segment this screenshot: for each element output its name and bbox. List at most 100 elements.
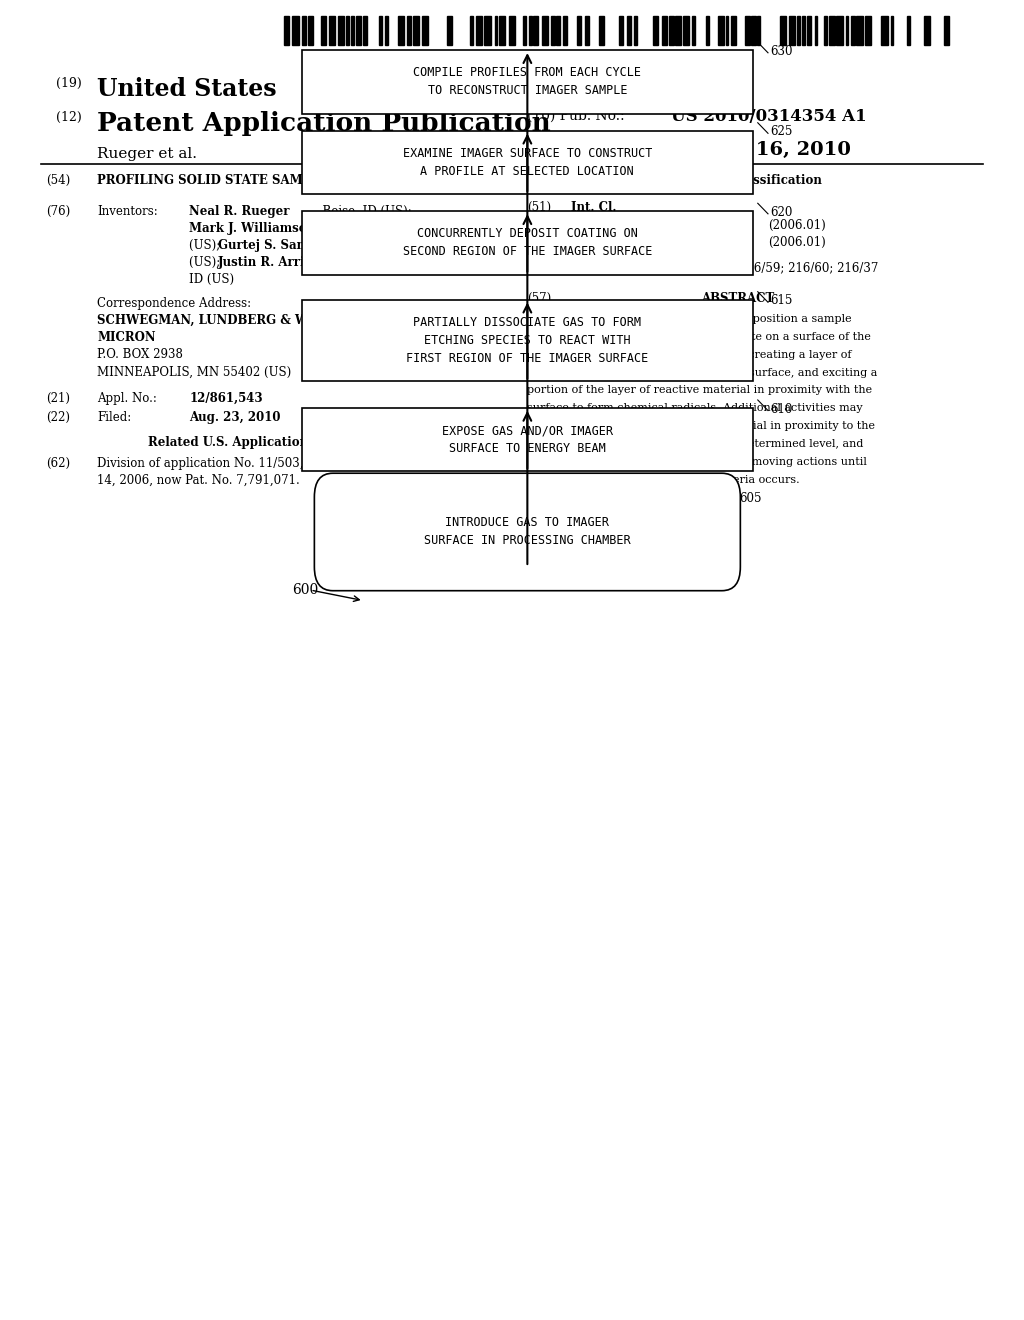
Bar (542, 16, 549, 45)
Text: 605: 605 (739, 492, 762, 504)
Text: (10) Pub. No.:: (10) Pub. No.: (527, 108, 625, 123)
Bar (675, 16, 681, 45)
Bar (356, 16, 360, 45)
Text: B05D 3/10: B05D 3/10 (571, 236, 635, 249)
Text: portion of the layer of reactive material in proximity with the: portion of the layer of reactive materia… (527, 385, 872, 396)
Text: Related U.S. Application Data: Related U.S. Application Data (148, 436, 344, 449)
Bar (577, 16, 582, 45)
Text: continuing the creating, exciting and removing actions until: continuing the creating, exciting and re… (527, 457, 867, 467)
Text: (54): (54) (46, 174, 71, 187)
Text: (52): (52) (527, 261, 552, 275)
Text: EXPOSE GAS AND/OR IMAGER
SURFACE TO ENERGY BEAM: EXPOSE GAS AND/OR IMAGER SURFACE TO ENER… (442, 424, 612, 455)
Bar (499, 16, 505, 45)
Text: Rueger et al.: Rueger et al. (97, 147, 198, 161)
Text: (US);: (US); (189, 239, 224, 252)
Text: MICRON: MICRON (97, 331, 156, 345)
Text: , Boise, ID: , Boise, ID (361, 239, 423, 252)
Bar (851, 16, 855, 45)
Bar (828, 16, 836, 45)
Bar (780, 16, 786, 45)
Bar (509, 16, 515, 45)
Text: Appl. No.:: Appl. No.: (97, 392, 157, 405)
Bar (692, 16, 694, 45)
Bar (556, 16, 560, 45)
Bar (522, 16, 526, 45)
Text: 600: 600 (292, 583, 318, 598)
Bar (620, 16, 623, 45)
Text: 620: 620 (770, 206, 793, 219)
Bar (881, 16, 888, 45)
Text: reactive material in proximity with the surface, and exciting a: reactive material in proximity with the … (527, 367, 878, 378)
Text: at least one of a plurality of stop criteria occurs.: at least one of a plurality of stop crit… (527, 474, 800, 484)
Bar (284, 16, 289, 45)
Bar (551, 16, 555, 45)
Text: (US);: (US); (189, 256, 224, 269)
Text: (62): (62) (46, 457, 71, 470)
Bar (408, 16, 411, 45)
Bar (865, 16, 871, 45)
Bar (653, 16, 658, 45)
Bar (302, 300, 753, 381)
FancyBboxPatch shape (314, 474, 740, 591)
Bar (302, 50, 753, 114)
Bar (292, 16, 299, 45)
Bar (627, 16, 631, 45)
Bar (534, 16, 539, 45)
Text: ID (US): ID (US) (189, 273, 234, 286)
Text: (51): (51) (527, 201, 552, 214)
Text: PROFILING SOLID STATE SAMPLES: PROFILING SOLID STATE SAMPLES (97, 174, 337, 187)
Text: (21): (21) (46, 392, 70, 405)
Text: sample. Further activities may include creating a layer of: sample. Further activities may include c… (527, 350, 852, 360)
Bar (476, 16, 481, 45)
Bar (308, 16, 312, 45)
Bar (322, 16, 326, 45)
Bar (683, 16, 689, 45)
Bar (413, 16, 419, 45)
Bar (707, 16, 709, 45)
Bar (752, 16, 756, 45)
Text: , Boise, ID: , Boise, ID (356, 222, 418, 235)
Bar (398, 16, 404, 45)
Text: surface to form chemical radicals. Additional activities may: surface to form chemical radicals. Addit… (527, 404, 863, 413)
Bar (814, 16, 817, 45)
Bar (599, 16, 604, 45)
Bar (846, 16, 848, 45)
Text: Neal R. Rueger: Neal R. Rueger (189, 205, 290, 218)
Bar (302, 211, 753, 275)
Bar (484, 16, 492, 45)
Text: COMPILE PROFILES FROM EACH CYCLE
TO RECONSTRUCT IMAGER SAMPLE: COMPILE PROFILES FROM EACH CYCLE TO RECO… (414, 66, 641, 98)
Bar (891, 16, 893, 45)
Text: (22): (22) (46, 411, 70, 424)
Bar (379, 16, 382, 45)
Text: U.S. Cl.  ................  216/26; 216/59; 216/60; 216/37: U.S. Cl. ................ 216/26; 216/59… (571, 261, 879, 275)
Bar (802, 16, 805, 45)
Text: B29D 11/00: B29D 11/00 (571, 219, 642, 232)
Bar (302, 131, 753, 194)
Bar (943, 16, 949, 45)
Bar (925, 16, 930, 45)
Bar (808, 16, 811, 45)
Text: Gurtej S. Sandhu: Gurtej S. Sandhu (218, 239, 331, 252)
Bar (731, 16, 736, 45)
Text: (2006.01): (2006.01) (768, 236, 825, 249)
Text: Methods and apparatus may operate to position a sample: Methods and apparatus may operate to pos… (527, 314, 852, 325)
Text: Mark J. Williamson: Mark J. Williamson (189, 222, 315, 235)
Text: Division of application No. 11/503,680, filed on Aug.: Division of application No. 11/503,680, … (97, 457, 410, 470)
Text: PARTIALLY DISSOCIATE GAS TO FORM
ETCHING SPECIES TO REACT WITH
FIRST REGION OF T: PARTIALLY DISSOCIATE GAS TO FORM ETCHING… (407, 315, 648, 366)
Text: excited portion of the surface to a predetermined level, and: excited portion of the surface to a pred… (527, 438, 863, 449)
Text: Filed:: Filed: (97, 411, 131, 424)
Text: CONCURRENTLY DEPOSIT COATING ON
SECOND REGION OF THE IMAGER SURFACE: CONCURRENTLY DEPOSIT COATING ON SECOND R… (402, 227, 652, 259)
Text: Justin R. Arrington: Justin R. Arrington (218, 256, 344, 269)
Text: within a processing chamber and operate on a surface of the: within a processing chamber and operate … (527, 331, 871, 342)
Text: include removing a portion of the material in proximity to the: include removing a portion of the materi… (527, 421, 876, 432)
Text: 12/861,543: 12/861,543 (189, 392, 263, 405)
Bar (856, 16, 863, 45)
Bar (562, 16, 567, 45)
Text: Aug. 23, 2010: Aug. 23, 2010 (189, 411, 281, 424)
Bar (495, 16, 497, 45)
Bar (726, 16, 728, 45)
Text: P.O. BOX 2938: P.O. BOX 2938 (97, 348, 183, 362)
Text: United States: United States (97, 77, 276, 100)
Bar (663, 16, 667, 45)
Bar (338, 16, 344, 45)
